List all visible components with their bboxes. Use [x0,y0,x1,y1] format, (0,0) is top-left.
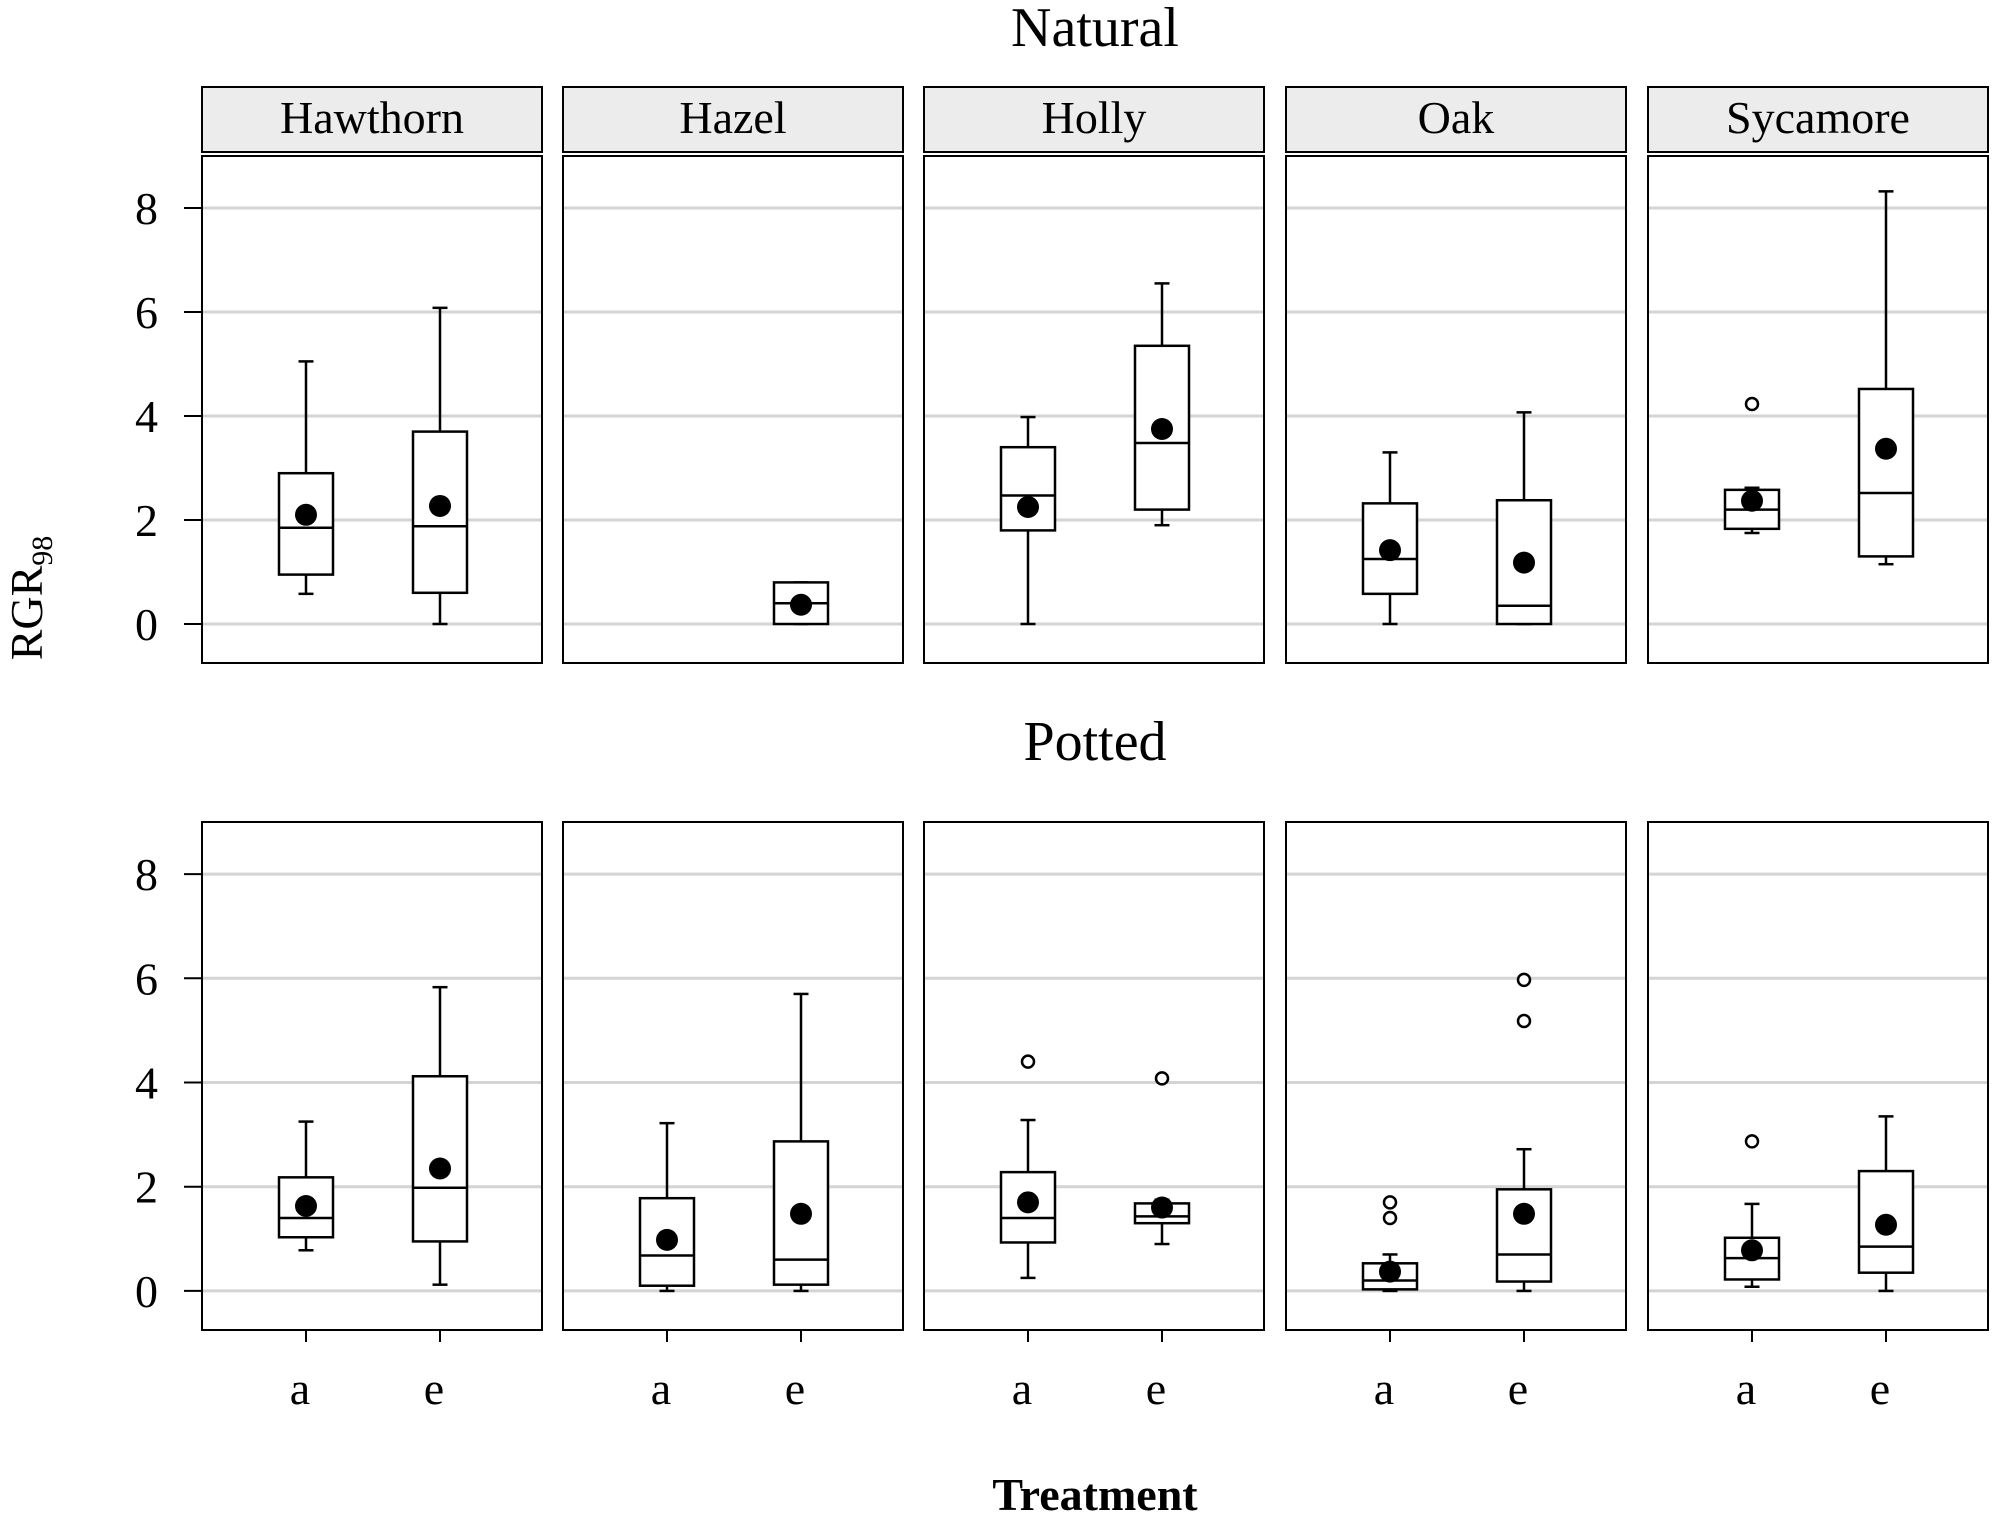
strip-holly [923,86,1265,153]
box-oak-e-outlier [1516,972,1532,988]
box-holly-a-mean [1017,1191,1039,1214]
panel-frame-oak [1285,155,1627,664]
panel-frame-sycamore [1647,155,1989,664]
box-marks-layer [277,190,1915,1293]
y-tick-label: 2 [135,495,158,546]
strip-label-holly: Holly [1042,92,1147,143]
box-holly-e-outlier [1154,1071,1170,1086]
box-sycamore-a-outlier [1744,1134,1760,1149]
panel-frame-hawthorn [201,821,543,1331]
box-sycamore-a-mean [1741,489,1763,512]
box-sycamore-e-iqr [1857,387,1915,558]
x-tick-label-e: e [1870,1363,1890,1414]
x-tick-label-e: e [1146,1363,1166,1414]
y-tick-label: 4 [135,1058,158,1109]
panel-frame-hazel [562,821,904,1331]
y-tick-label: 6 [135,287,158,338]
box-hazel-e-mean [790,593,812,616]
y-tick-label: 4 [135,391,158,442]
box-oak-a-outlier [1382,1195,1398,1210]
box-sycamore-e-mean [1875,1213,1897,1236]
strip-label-oak: Oak [1418,92,1495,143]
box-hazel-a-mean [656,1228,678,1251]
strip-label-hawthorn: Hawthorn [280,92,464,143]
box-hawthorn-e-mean [429,494,451,517]
box-oak-a-mean [1379,1260,1401,1283]
y-axis-title-subscript: 98 [26,536,59,566]
strip-sycamore [1647,86,1989,153]
box-holly-a-mean [1017,496,1039,518]
strip-label-hazel: Hazel [679,92,786,143]
panel-frame-holly [923,155,1265,664]
y-tick-label: 2 [135,1162,158,1213]
box-oak-a-outlier [1382,1210,1398,1226]
box-sycamore-a-mean [1741,1239,1763,1262]
box-hawthorn-a-mean [295,503,317,526]
panel-frames-layer [184,86,1989,1342]
panel-frame-hazel [562,155,904,664]
gridlines-layer [202,206,1988,1293]
box-sycamore-a-outlier [1744,396,1760,412]
x-tick-label-a: a [1374,1363,1394,1414]
box-sycamore-e-mean [1875,437,1897,460]
box-hawthorn-e-mean [429,1157,451,1180]
y-tick-label: 8 [135,849,158,900]
y-axis-title: RGR98 [1,536,59,661]
box-oak-e-mean [1513,1202,1535,1225]
x-tick-label-e: e [785,1363,805,1414]
box-oak-e-outlier [1516,1013,1532,1029]
panel-frame-holly [923,821,1265,1331]
x-tick-label-a: a [651,1363,671,1414]
box-hazel-e-mean [790,1202,812,1225]
y-tick-label: 0 [135,599,158,650]
y-axis-title-main: RGR [1,565,52,660]
y-tick-label: 8 [135,183,158,234]
strip-oak [1285,86,1627,153]
row-title-potted: Potted [1023,711,1166,773]
y-tick-label: 0 [135,1266,158,1317]
box-oak-a-mean [1379,539,1401,562]
x-tick-label-e: e [424,1363,444,1414]
x-tick-label-a: a [1736,1363,1756,1414]
row-title-natural: Natural [1011,0,1179,59]
panel-frame-sycamore [1647,821,1989,1331]
box-oak-a-iqr [1361,502,1419,596]
box-holly-e-mean [1151,1196,1173,1219]
panel-frame-hawthorn [201,155,543,664]
box-oak-e-mean [1513,551,1535,574]
box-hawthorn-a-mean [295,1194,317,1217]
y-tick-label: 6 [135,953,158,1004]
strip-label-sycamore: Sycamore [1726,92,1910,143]
x-axis-title: Treatment [992,1469,1198,1519]
x-tick-label-e: e [1508,1363,1528,1414]
strip-hazel [562,86,904,153]
x-tick-label-a: a [290,1363,310,1414]
strip-hawthorn [201,86,543,153]
panel-frame-oak [1285,821,1627,1331]
box-holly-e-mean [1151,418,1173,440]
x-tick-label-a: a [1012,1363,1032,1414]
box-holly-a-outlier [1020,1054,1036,1069]
text-layer: RGR98 Treatment Natural 0 2 4 6 8 Hawthorn Hazel H… [1,0,1910,1519]
